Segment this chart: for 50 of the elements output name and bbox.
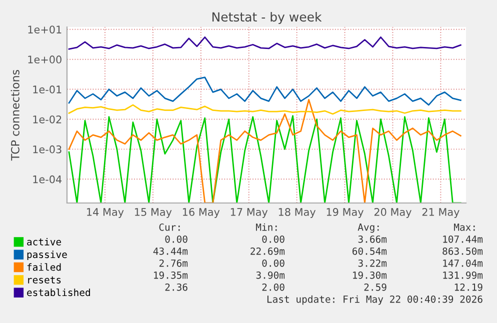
text: 3.90m [256,271,285,279]
y-tick-label: 1e-03 [33,145,62,154]
y-tick-label: 1e-01 [33,86,62,94]
line-series [68,36,462,50]
text: 131.99m [443,271,483,279]
x-tick-label: 17 May [230,208,268,218]
y-axis-title: TCP connections [10,70,20,161]
line-series [68,104,462,115]
x-tick-label: 21 May [422,208,460,218]
line-series [68,76,462,106]
y-tick-label: 1e+01 [28,26,62,34]
text: Avg: [358,224,379,233]
text: 2.00 [262,283,284,291]
x-tick-label: 20 May [374,208,412,218]
y-tick-label: 1e-02 [33,115,62,124]
text: 0.00 [262,259,284,267]
text: 107.44m [443,235,483,243]
legend-label: established [27,288,90,296]
legend-label: passive [27,250,67,260]
text: 19.30m [353,271,387,279]
x-tick-label: 19 May [326,208,364,218]
text: 2.59 [364,283,386,291]
text: 3.22m [358,259,387,267]
x-tick-label: 18 May [278,208,316,218]
text: 0.00 [165,235,188,243]
text: 863.50m [442,247,483,255]
chart-title: Netstat - by week [212,12,322,24]
x-tick-label: 14 May [87,208,124,218]
legend-label: resets [28,276,61,284]
text: 2.36 [165,283,188,291]
text: 147.04m [443,259,483,267]
x-tick-label: 16 May [182,208,220,218]
y-tick-label: 1e+00 [28,56,62,64]
text: 43.44m [153,247,188,255]
text: Max: [454,224,475,231]
legend-label: failed [27,263,61,271]
text: 22.69m [250,247,285,255]
text: 2.76m [159,259,188,267]
text: 60.54m [352,247,387,255]
text: 0.00 [262,235,284,243]
y-tick-label: 1e-04 [33,175,62,184]
text: 19.35m [154,271,188,279]
text: Cur: [159,223,180,231]
text: 3.66m [358,235,387,243]
text: Min: [256,223,277,231]
text: Last update: Fri May 22 00:40:39 2026 [267,295,482,305]
legend-label: active [27,238,62,246]
text: 12.19 [454,283,482,291]
line-series [68,98,462,203]
x-tick-label: 15 May [135,208,172,218]
